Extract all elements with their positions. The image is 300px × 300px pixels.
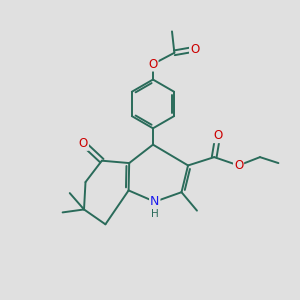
Text: O: O <box>213 129 222 142</box>
Text: H: H <box>151 208 159 219</box>
Text: O: O <box>234 159 243 172</box>
Text: O: O <box>190 43 199 56</box>
Text: O: O <box>148 58 158 70</box>
Text: N: N <box>150 195 159 208</box>
Text: O: O <box>79 137 88 150</box>
